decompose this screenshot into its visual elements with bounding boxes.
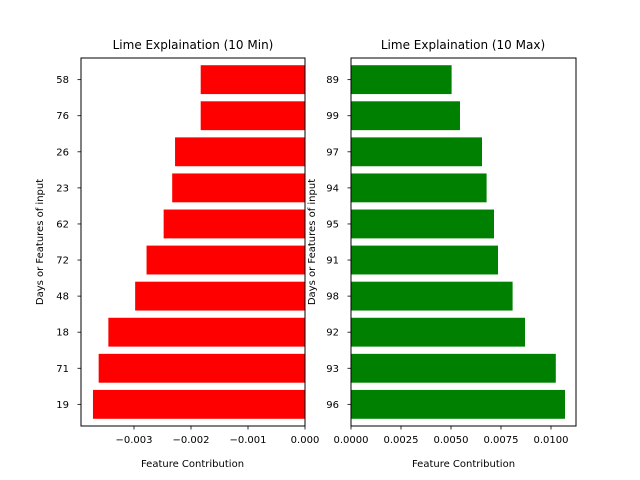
plot-frame	[80, 57, 306, 427]
x-tick-group: −0.003 −0.002 −0.001 0.000	[115, 426, 319, 446]
max-contribution-chart: Lime Explaination (10 Max) Feature Contr…	[307, 38, 577, 470]
bar-18	[108, 317, 305, 347]
bar-19	[92, 389, 305, 419]
bar-71	[98, 353, 305, 383]
y-tick-label: 96	[326, 400, 339, 411]
y-tick-label: 94	[326, 183, 339, 194]
y-tick-label: 76	[56, 111, 69, 122]
bar-97	[351, 137, 482, 167]
y-tick-label: 26	[56, 147, 69, 158]
bar-91	[351, 245, 498, 275]
plot-frame	[350, 57, 577, 427]
x-tick-label: 0.0075	[484, 435, 519, 446]
x-tick-label: 0.0100	[534, 435, 569, 446]
y-tick-label: 92	[326, 328, 339, 339]
bar-72	[146, 245, 305, 275]
bar-62	[163, 209, 305, 239]
y-tick-label: 71	[56, 364, 69, 375]
chart-title: Lime Explaination (10 Max)	[381, 38, 545, 52]
y-tick-group: 96 93 92 98 91 95 94 97 99 89	[326, 75, 351, 411]
bar-48	[135, 281, 305, 311]
y-axis-label: Days or Features of input	[307, 179, 318, 305]
y-tick-group: 19 71 18 48 72 62 23 26 76 58	[56, 75, 81, 411]
bar-89	[351, 65, 452, 95]
y-tick-label: 58	[56, 75, 69, 86]
bar-99	[351, 101, 460, 131]
y-tick-label: 91	[326, 256, 339, 267]
bar-23	[172, 173, 305, 203]
bar-94	[351, 173, 487, 203]
x-tick-label: 0.0050	[434, 435, 469, 446]
x-tick-label: −0.001	[229, 435, 266, 446]
bar-92	[351, 317, 525, 347]
y-tick-label: 89	[326, 75, 339, 86]
y-tick-label: 48	[56, 292, 69, 303]
y-tick-label: 93	[326, 364, 339, 375]
x-tick-label: 0.0000	[334, 435, 369, 446]
y-tick-label: 99	[326, 111, 339, 122]
y-tick-label: 23	[56, 183, 69, 194]
chart-title: Lime Explaination (10 Min)	[113, 38, 274, 52]
x-tick-group: 0.0000 0.0025 0.0050 0.0075 0.0100	[334, 426, 569, 446]
y-tick-label: 18	[56, 328, 69, 339]
bar-96	[351, 389, 565, 419]
bar-group	[351, 65, 565, 419]
y-tick-label: 72	[56, 256, 69, 267]
bar-26	[175, 137, 305, 167]
min-contribution-chart: Lime Explaination (10 Min) Feature Contr…	[35, 38, 319, 470]
bar-58	[200, 65, 305, 95]
x-axis-label: Feature Contribution	[412, 459, 515, 470]
y-tick-label: 98	[326, 292, 339, 303]
y-tick-label: 95	[326, 219, 339, 230]
x-tick-label: −0.003	[115, 435, 152, 446]
y-tick-label: 19	[56, 400, 69, 411]
y-tick-label: 62	[56, 219, 69, 230]
bar-95	[351, 209, 494, 239]
x-axis-label: Feature Contribution	[141, 459, 244, 470]
x-tick-label: 0.0025	[384, 435, 419, 446]
bar-76	[200, 101, 305, 131]
bar-group	[92, 65, 305, 419]
bar-93	[351, 353, 556, 383]
bar-98	[351, 281, 513, 311]
x-tick-label: 0.000	[291, 435, 320, 446]
x-tick-label: −0.002	[172, 435, 209, 446]
y-axis-label: Days or Features of input	[35, 179, 46, 305]
y-tick-label: 97	[326, 147, 339, 158]
